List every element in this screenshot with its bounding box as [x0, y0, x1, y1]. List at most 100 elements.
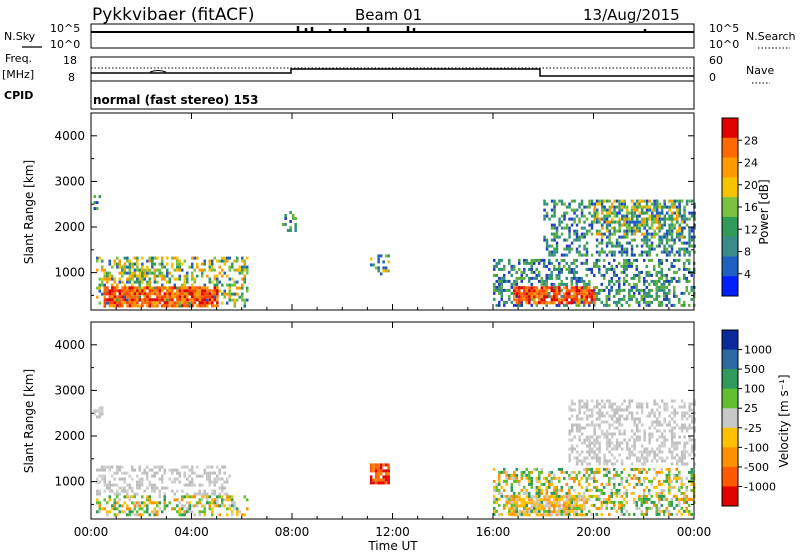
data-cell — [568, 295, 571, 299]
data-cell — [590, 289, 594, 293]
data-cell — [688, 253, 691, 257]
data-cell — [605, 267, 608, 271]
data-cell — [208, 262, 211, 266]
data-cell — [560, 507, 564, 511]
data-cell — [540, 292, 544, 296]
data-cell — [603, 485, 606, 489]
data-cell — [216, 277, 219, 281]
data-cell — [628, 473, 631, 477]
data-cell — [580, 485, 583, 489]
data-cell — [498, 482, 501, 486]
data-cell — [603, 205, 606, 209]
data-cell — [653, 282, 656, 286]
data-cell — [533, 270, 536, 274]
data-cell — [111, 295, 114, 299]
data-cell — [615, 214, 619, 218]
data-cell — [191, 289, 194, 293]
data-cell — [685, 279, 688, 283]
data-cell — [623, 250, 626, 254]
data-cell — [633, 208, 636, 212]
data-cell — [583, 495, 586, 499]
colorbar-swatch — [722, 408, 738, 429]
data-cell — [535, 494, 538, 498]
data-cell — [633, 258, 636, 262]
data-cell — [603, 453, 606, 457]
data-cell — [161, 256, 164, 260]
data-cell — [680, 506, 683, 510]
data-cell — [601, 211, 604, 215]
data-cell — [660, 450, 664, 454]
data-cell — [153, 474, 156, 478]
data-cell — [638, 417, 641, 421]
data-cell — [678, 500, 681, 504]
data-cell — [645, 244, 649, 248]
data-cell — [128, 262, 132, 266]
data-cell — [221, 495, 224, 499]
data-cell — [630, 211, 634, 215]
data-cell — [231, 298, 234, 302]
data-cell — [688, 232, 691, 236]
data-cell — [605, 462, 609, 466]
data-cell — [141, 480, 144, 484]
data-cell — [645, 506, 648, 510]
data-cell — [143, 292, 147, 296]
data-cell — [643, 211, 646, 215]
data-cell — [126, 259, 129, 263]
data-cell — [633, 223, 636, 227]
data-cell — [595, 447, 599, 451]
data-cell — [568, 488, 571, 492]
data-cell — [168, 280, 171, 284]
data-cell — [683, 411, 686, 415]
data-cell — [520, 476, 523, 480]
data-cell — [538, 273, 541, 277]
data-cell — [693, 205, 696, 209]
data-cell — [651, 226, 654, 230]
data-cell — [136, 492, 139, 496]
data-cell — [530, 276, 533, 280]
data-cell — [573, 286, 576, 290]
data-cell — [573, 423, 576, 427]
data-cell — [289, 229, 292, 232]
data-cell — [633, 497, 636, 501]
data-cell — [600, 414, 604, 418]
data-cell — [153, 483, 156, 487]
data-cell — [550, 301, 554, 305]
data-cell — [573, 456, 576, 460]
data-cell — [510, 282, 513, 286]
cpid-label: CPID — [4, 89, 33, 102]
data-cell — [573, 447, 576, 451]
data-cell — [171, 265, 174, 269]
data-cell — [663, 512, 666, 516]
data-cell — [510, 500, 513, 504]
colorbar-tick-label: 12 — [744, 223, 758, 236]
data-cell — [578, 301, 581, 305]
data-cell — [498, 476, 501, 480]
data-cell — [545, 238, 549, 242]
data-cell — [600, 405, 604, 409]
data-cell — [543, 208, 546, 212]
data-cell — [196, 298, 199, 302]
data-cell — [131, 292, 134, 296]
data-cell — [545, 214, 549, 218]
data-cell — [611, 202, 614, 206]
data-cell — [151, 474, 154, 478]
data-cell — [198, 474, 201, 478]
data-cell — [653, 199, 656, 203]
data-cell — [631, 220, 634, 224]
data-cell — [583, 438, 586, 442]
data-cell — [203, 292, 207, 296]
data-cell — [580, 208, 584, 212]
data-cell — [623, 497, 626, 501]
data-cell — [116, 295, 119, 299]
data-cell — [153, 513, 156, 517]
data-cell — [655, 485, 658, 489]
data-cell — [498, 488, 501, 492]
data-cell — [141, 301, 144, 305]
data-cell — [555, 298, 559, 302]
data-cell — [543, 279, 546, 283]
data-cell — [683, 211, 686, 215]
data-cell — [141, 501, 144, 505]
data-cell — [570, 199, 574, 203]
data-cell — [510, 273, 513, 277]
data-cell — [241, 295, 244, 299]
